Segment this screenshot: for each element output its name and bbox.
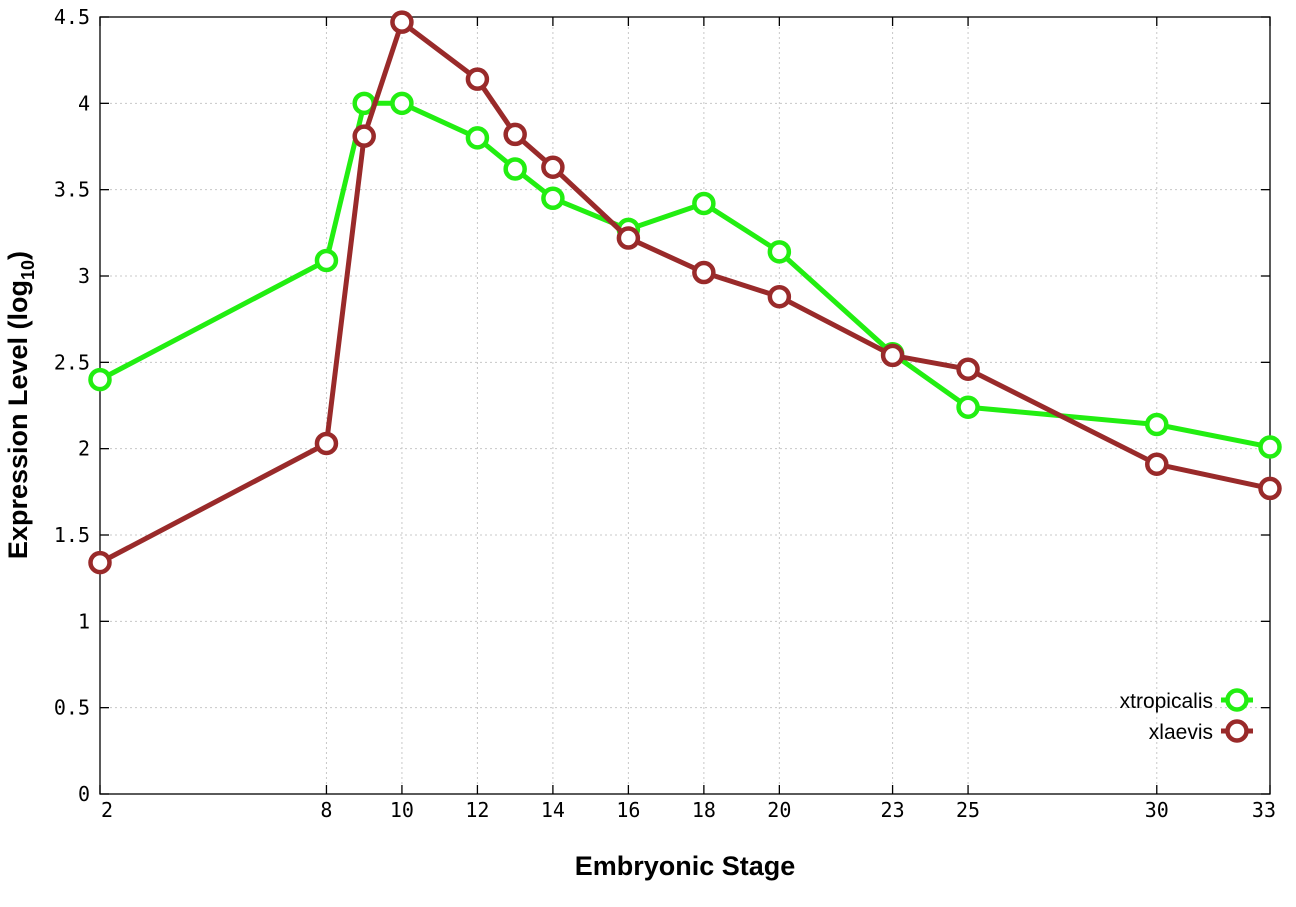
data-point-xlaevis [956,357,980,381]
plot-frame [99,16,1271,795]
data-point-xtropicalis [503,157,527,181]
data-point-xtropicalis [88,367,112,392]
legend-marker-xlaevis [1225,719,1249,743]
x-tick-label: 18 [692,798,716,822]
x-axis-title: Embryonic Stage [575,851,796,881]
x-tick-label: 10 [390,798,414,822]
x-tick-label: 8 [320,798,332,822]
x-tick-label: 25 [956,798,980,822]
data-point-xtropicalis [390,91,414,116]
y-tick-label: 0 [78,782,90,806]
x-tick-label: 23 [881,798,905,822]
data-point-xtropicalis [465,126,490,150]
data-point-xlaevis [692,260,716,285]
data-point-xlaevis [88,550,112,575]
data-point-xtropicalis [1145,412,1169,437]
series-layer [88,10,1282,575]
y-axis-title-end: ) [3,251,33,260]
series-line-xtropicalis [98,100,1271,450]
y-tick-label: 0.5 [54,696,90,720]
series-xlaevis [88,10,1282,575]
x-tick-label: 20 [767,798,791,822]
legend-label-xlaevis: xlaevis [1149,721,1213,744]
data-point-xtropicalis [314,248,339,273]
y-tick-label: 1.5 [54,523,90,547]
y-tick-label: 4.5 [54,5,90,29]
data-point-xlaevis [503,122,527,147]
legend-marker-xtropicalis [1225,688,1249,712]
data-point-xtropicalis [767,240,792,264]
data-point-xtropicalis [692,191,716,216]
y-tick-label: 2.5 [54,350,90,374]
legend-entry-xtropicalis: xtropicalis [1120,688,1253,713]
tick-layer: 0 0.5 1 1.5 2 2.5 3 3.5 4 4.5 2 8 10 12 14 16 18 20 23 25 30… [54,5,1276,822]
data-point-xlaevis [1145,452,1169,476]
x-tick-label: 2 [101,798,113,822]
x-tick-label: 14 [541,798,565,822]
data-point-xlaevis [465,67,490,91]
data-point-xlaevis [1258,476,1282,501]
legend-entry-xlaevis: xlaevis [1149,719,1253,744]
y-tick-label: 4 [78,91,90,115]
data-point-xtropicalis [956,395,980,419]
data-point-xtropicalis [1258,435,1282,459]
y-axis-title: Expression Level (log10) [3,251,38,559]
series-xtropicalis [88,91,1282,459]
x-tick-label: 12 [465,798,489,822]
x-tick-label: 30 [1145,798,1169,822]
y-tick-label: 3 [78,264,90,288]
y-axis-title-main: Expression Level (log [3,280,33,559]
x-tick-label: 33 [1252,798,1276,822]
y-tick-label: 1 [78,609,90,633]
data-point-xlaevis [616,226,641,250]
legend: xtropicalis xlaevis [1120,688,1253,744]
legend-label-xtropicalis: xtropicalis [1120,690,1213,713]
y-tick-label: 2 [78,437,90,461]
data-point-xtropicalis [541,186,565,211]
grid-layer [100,17,1270,794]
data-point-xlaevis [352,124,376,148]
data-point-xlaevis [880,343,905,368]
data-point-xlaevis [390,10,414,34]
y-axis-title-sub: 10 [18,260,38,280]
x-tick-label: 16 [616,798,640,822]
data-point-xlaevis [767,284,792,309]
data-point-xlaevis [541,155,565,179]
series-line-xlaevis [98,19,1271,565]
y-tick-label: 3.5 [54,178,90,202]
data-point-xlaevis [314,431,339,456]
